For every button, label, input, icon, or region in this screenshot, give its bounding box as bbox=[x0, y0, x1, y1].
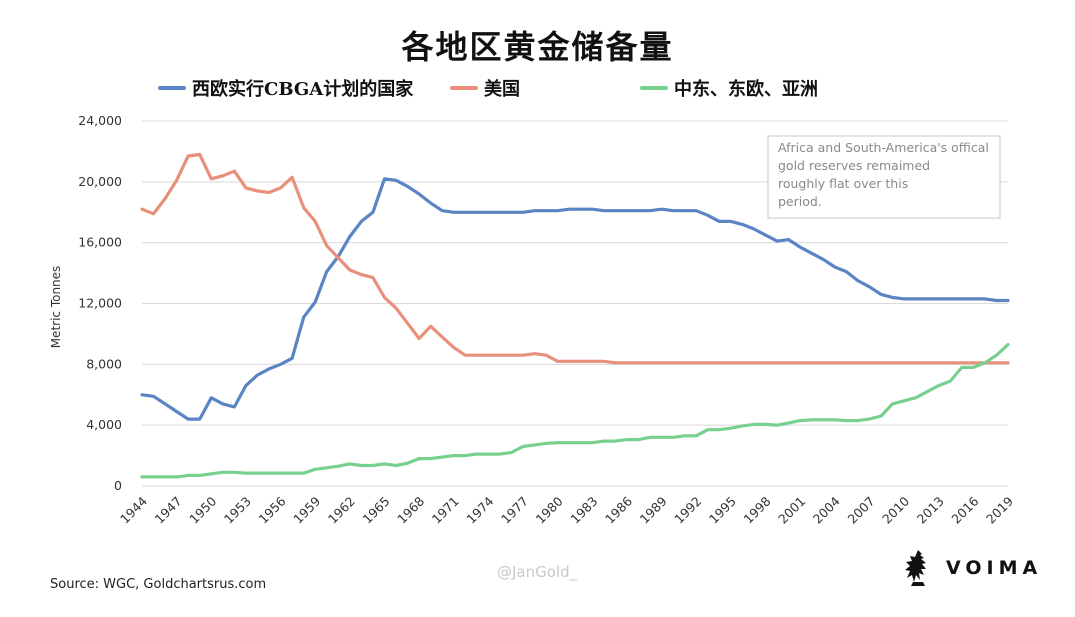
legend-swatch-asia bbox=[640, 86, 668, 90]
x-tick-label: 2010 bbox=[879, 493, 912, 526]
x-tick-label: 1977 bbox=[498, 494, 531, 527]
x-tick-label: 1983 bbox=[567, 494, 600, 527]
x-tick-label: 1950 bbox=[186, 493, 219, 526]
series-line-usa bbox=[140, 152, 1010, 365]
legend-item-usa: 美国 bbox=[450, 74, 520, 102]
legend-swatch-usa bbox=[450, 86, 478, 90]
x-tick-label: 1998 bbox=[741, 493, 774, 526]
x-tick-label: 2019 bbox=[983, 493, 1016, 526]
x-tick-label: 1944 bbox=[117, 493, 150, 526]
y-tick-label: 12,000 bbox=[78, 296, 122, 311]
series-line-cbga bbox=[140, 177, 1010, 421]
x-tick-label: 1968 bbox=[394, 493, 427, 526]
legend-item-cbga: 西欧实行CBGA计划的国家 bbox=[158, 74, 413, 102]
x-tick-label: 1971 bbox=[429, 494, 462, 527]
legend: 西欧实行CBGA计划的国家 美国 中东、东欧、亚洲 bbox=[150, 74, 1010, 102]
x-tick-label: 1986 bbox=[602, 493, 635, 526]
x-tick-label: 2001 bbox=[775, 494, 808, 527]
x-tick-label: 1965 bbox=[359, 494, 392, 527]
brand-name: VOIMA bbox=[946, 557, 1043, 579]
series-line-asia bbox=[140, 343, 1010, 479]
x-tick-label: 2013 bbox=[914, 494, 947, 527]
annotation-box: Africa and South-America's offical gold r… bbox=[767, 135, 1001, 219]
y-tick-label: 0 bbox=[114, 478, 122, 493]
legend-label-cbga: 西欧实行CBGA计划的国家 bbox=[192, 79, 414, 100]
x-tick-label: 2016 bbox=[948, 493, 981, 526]
lion-crest-icon bbox=[905, 550, 926, 586]
x-tick-label: 1953 bbox=[221, 494, 254, 527]
y-axis-label: Metric Tonnes bbox=[49, 266, 63, 349]
x-tick-label: 1962 bbox=[325, 494, 358, 527]
x-tick-label: 1989 bbox=[637, 493, 670, 526]
y-tick-labels: 0 4,000 8,000 12,000 16,000 20,000 24,000 bbox=[78, 113, 122, 493]
y-tick-label: 4,000 bbox=[86, 417, 122, 432]
y-tick-label: 8,000 bbox=[86, 356, 122, 371]
source-note: Source: WGC, Goldchartsrus.com bbox=[50, 577, 267, 592]
legend-item-asia: 中东、东欧、亚洲 bbox=[640, 74, 818, 102]
y-tick-label: 20,000 bbox=[78, 174, 122, 189]
y-tick-label: 24,000 bbox=[78, 113, 122, 128]
x-tick-label: 1959 bbox=[290, 493, 323, 526]
annotation-text: Africa and South-America's offical gold r… bbox=[778, 140, 989, 209]
x-tick-label: 1980 bbox=[533, 493, 566, 526]
legend-label-usa: 美国 bbox=[484, 79, 520, 100]
series-lines bbox=[140, 152, 1010, 479]
x-tick-label: 2004 bbox=[810, 493, 843, 526]
watermark: @JanGold_ bbox=[497, 563, 578, 581]
x-tick-label: 1947 bbox=[152, 494, 185, 527]
x-tick-label: 1974 bbox=[463, 493, 496, 526]
y-tick-label: 16,000 bbox=[78, 235, 122, 250]
x-tick-label: 2007 bbox=[844, 494, 877, 527]
x-tick-label: 1992 bbox=[671, 494, 704, 527]
brand-logo: VOIMA bbox=[902, 548, 1042, 588]
x-tick-label: 1956 bbox=[256, 493, 289, 526]
chart-title: 各地区黄金储备量 bbox=[401, 28, 674, 66]
x-tick-label: 1995 bbox=[706, 494, 739, 527]
legend-swatch-cbga bbox=[158, 86, 186, 90]
legend-label-asia: 中东、东欧、亚洲 bbox=[674, 79, 818, 100]
x-tick-labels: 1944 1947 1950 1953 1956 1959 1962 1965 1968 1971… bbox=[117, 493, 1016, 526]
